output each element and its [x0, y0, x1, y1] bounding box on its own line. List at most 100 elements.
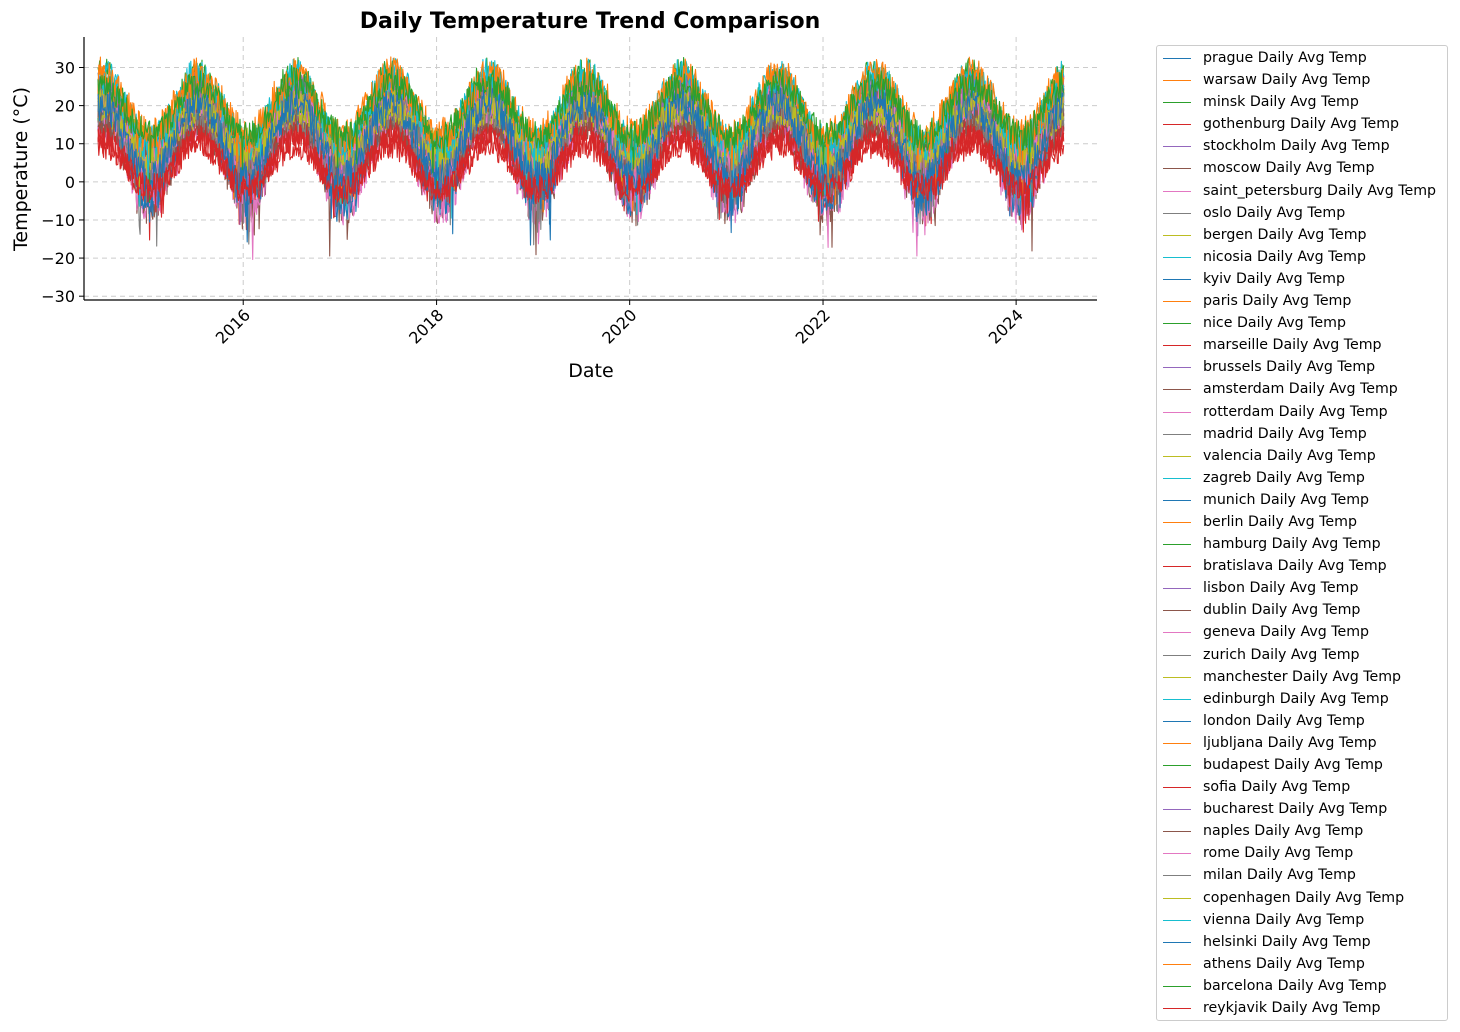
legend-item: oslo Daily Avg Temp: [1157, 202, 1447, 224]
legend-swatch: [1163, 897, 1191, 899]
legend-label: stockholm Daily Avg Temp: [1203, 138, 1390, 155]
legend-label: nicosia Daily Avg Temp: [1203, 248, 1366, 265]
legend-item: dublin Daily Avg Temp: [1157, 599, 1447, 621]
legend-item: manchester Daily Avg Temp: [1157, 666, 1447, 688]
legend-label: prague Daily Avg Temp: [1203, 50, 1367, 66]
legend-swatch: [1163, 742, 1191, 744]
legend-label: london Daily Avg Temp: [1203, 712, 1365, 729]
y-tick-label: 10: [55, 135, 75, 154]
y-ticks: 30 20 10 0 −10 −20 −30: [41, 58, 84, 306]
legend-label: bergen Daily Avg Temp: [1203, 226, 1367, 243]
legend-item: helsinki Daily Avg Temp: [1157, 931, 1447, 953]
chart-title: Daily Temperature Trend Comparison: [360, 9, 821, 34]
legend-label: manchester Daily Avg Temp: [1203, 668, 1402, 685]
legend-label: edinburgh Daily Avg Temp: [1203, 690, 1389, 707]
legend-label: moscow Daily Avg Temp: [1203, 160, 1375, 177]
legend-item: nice Daily Avg Temp: [1157, 312, 1447, 334]
legend-item: moscow Daily Avg Temp: [1157, 157, 1447, 179]
legend-item: rotterdam Daily Avg Temp: [1157, 401, 1447, 423]
legend-item: berlin Daily Avg Temp: [1157, 511, 1447, 533]
legend-label: minsk Daily Avg Temp: [1203, 94, 1359, 111]
legend-label: gothenburg Daily Avg Temp: [1203, 116, 1400, 133]
x-tick-label: 2018: [405, 305, 447, 347]
legend-swatch: [1163, 698, 1191, 700]
legend-label: ljubljana Daily Avg Temp: [1203, 734, 1377, 751]
legend-swatch: [1163, 941, 1191, 943]
legend-label: zurich Daily Avg Temp: [1203, 646, 1360, 663]
legend-label: zagreb Daily Avg Temp: [1203, 469, 1365, 486]
legend-swatch: [1163, 963, 1191, 965]
legend-item: warsaw Daily Avg Temp: [1157, 69, 1447, 91]
legend-item: saint_petersburg Daily Avg Temp: [1157, 180, 1447, 202]
legend-item: sofia Daily Avg Temp: [1157, 776, 1447, 798]
legend-swatch: [1163, 720, 1191, 722]
legend-label: sofia Daily Avg Temp: [1203, 779, 1351, 796]
legend-item: lisbon Daily Avg Temp: [1157, 577, 1447, 599]
legend-item: bergen Daily Avg Temp: [1157, 224, 1447, 246]
legend-label: budapest Daily Avg Temp: [1203, 757, 1383, 773]
legend-swatch: [1163, 146, 1191, 148]
series-line: [97, 66, 1065, 174]
legend-label: vienna Daily Avg Temp: [1203, 911, 1365, 928]
legend-item: prague Daily Avg Temp: [1157, 47, 1447, 69]
legend-label: lisbon Daily Avg Temp: [1203, 580, 1359, 597]
y-tick-label: 20: [55, 97, 75, 116]
legend-swatch: [1163, 985, 1191, 987]
y-tick-label: −30: [41, 287, 75, 306]
legend-label: geneva Daily Avg Temp: [1203, 624, 1370, 641]
legend-swatch: [1163, 190, 1191, 192]
legend-swatch: [1163, 1008, 1191, 1010]
legend-swatch: [1163, 256, 1191, 258]
legend-label: marseille Daily Avg Temp: [1203, 337, 1382, 354]
legend-label: kyiv Daily Avg Temp: [1203, 270, 1345, 287]
legend-item: ljubljana Daily Avg Temp: [1157, 732, 1447, 754]
legend-swatch: [1163, 124, 1191, 126]
legend-item: milan Daily Avg Temp: [1157, 864, 1447, 886]
legend-label: paris Daily Avg Temp: [1203, 293, 1352, 310]
legend-item: naples Daily Avg Temp: [1157, 820, 1447, 842]
series-line: [97, 130, 1065, 230]
legend-label: reykjavik Daily Avg Temp: [1203, 1000, 1381, 1017]
legend-swatch: [1163, 234, 1191, 236]
legend-swatch: [1163, 544, 1191, 546]
legend-swatch: [1163, 809, 1191, 811]
legend-item: zagreb Daily Avg Temp: [1157, 467, 1447, 489]
legend-item: kyiv Daily Avg Temp: [1157, 268, 1447, 290]
legend-item: gothenburg Daily Avg Temp: [1157, 113, 1447, 135]
legend-swatch: [1163, 58, 1191, 59]
y-tick-label: −20: [41, 249, 75, 268]
legend-swatch: [1163, 654, 1191, 656]
x-ticks: 2016 2018 2020 2022 2024: [212, 300, 1027, 348]
legend-label: amsterdam Daily Avg Temp: [1203, 381, 1398, 398]
legend-label: hamburg Daily Avg Temp: [1203, 536, 1381, 553]
legend-item: stockholm Daily Avg Temp: [1157, 135, 1447, 157]
legend-item: munich Daily Avg Temp: [1157, 489, 1447, 511]
legend-label: helsinki Daily Avg Temp: [1203, 933, 1371, 950]
series-line: [97, 57, 1065, 200]
legend-swatch: [1163, 853, 1191, 855]
legend-item: reykjavik Daily Avg Temp: [1157, 997, 1447, 1019]
x-tick-label: 2024: [985, 305, 1027, 347]
legend-item: minsk Daily Avg Temp: [1157, 91, 1447, 113]
legend-item: rome Daily Avg Temp: [1157, 842, 1447, 864]
x-tick-label: 2016: [212, 305, 254, 347]
legend-item: london Daily Avg Temp: [1157, 710, 1447, 732]
legend-item: nicosia Daily Avg Temp: [1157, 246, 1447, 268]
legend-swatch: [1163, 80, 1191, 82]
legend-swatch: [1163, 499, 1191, 501]
y-tick-label: 30: [55, 58, 75, 77]
legend-label: oslo Daily Avg Temp: [1203, 204, 1346, 221]
y-axis-label: Temperature (°C): [10, 87, 32, 252]
legend-swatch: [1163, 455, 1191, 457]
y-tick-label: 0: [65, 173, 75, 192]
legend-item: vienna Daily Avg Temp: [1157, 909, 1447, 931]
legend-swatch: [1163, 831, 1191, 833]
legend-swatch: [1163, 212, 1191, 214]
legend-item: brussels Daily Avg Temp: [1157, 356, 1447, 378]
legend-label: bratislava Daily Avg Temp: [1203, 558, 1387, 575]
x-tick-label: 2022: [792, 305, 834, 347]
legend-swatch: [1163, 278, 1191, 280]
legend-swatch: [1163, 765, 1191, 766]
legend-item: bucharest Daily Avg Temp: [1157, 798, 1447, 820]
